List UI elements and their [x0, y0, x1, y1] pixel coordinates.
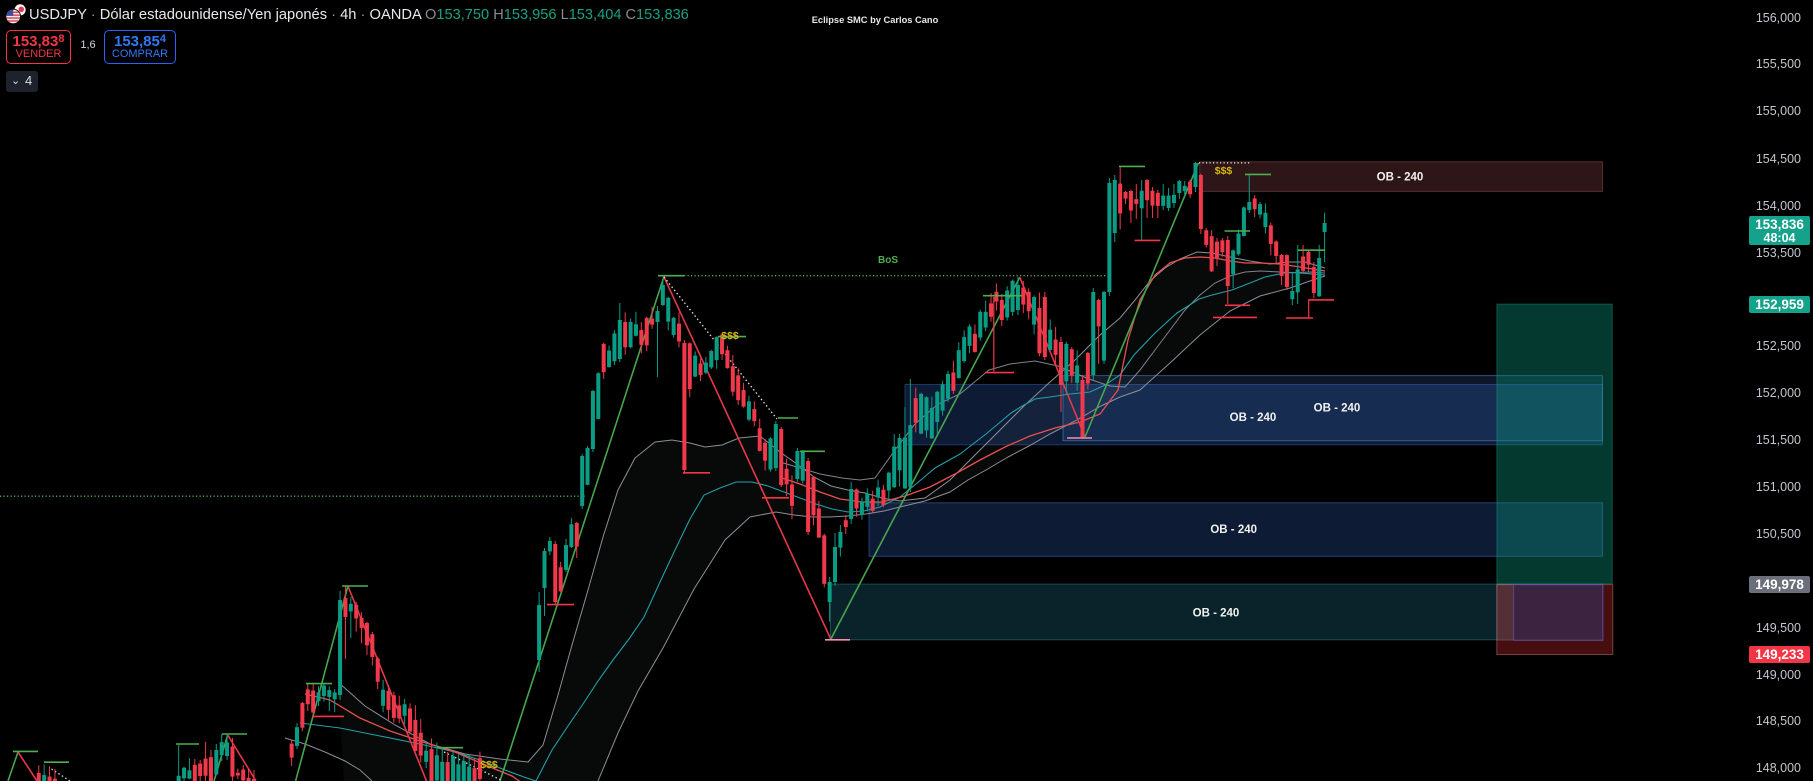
svg-text:OB - 240: OB - 240 — [1193, 608, 1240, 620]
svg-text:$$$: $$$ — [480, 759, 498, 771]
svg-text:$$$: $$$ — [1215, 165, 1233, 177]
svg-text:OB - 240: OB - 240 — [1230, 412, 1277, 424]
svg-text:Eclipse SMC by Carlos Cano: Eclipse SMC by Carlos Cano — [812, 15, 939, 25]
svg-text:OB - 240: OB - 240 — [1210, 524, 1257, 536]
svg-text:OB - 240: OB - 240 — [1314, 403, 1361, 415]
svg-text:BoS: BoS — [878, 255, 898, 266]
svg-text:$$$: $$$ — [721, 330, 739, 342]
svg-text:OB - 240: OB - 240 — [1377, 172, 1424, 184]
